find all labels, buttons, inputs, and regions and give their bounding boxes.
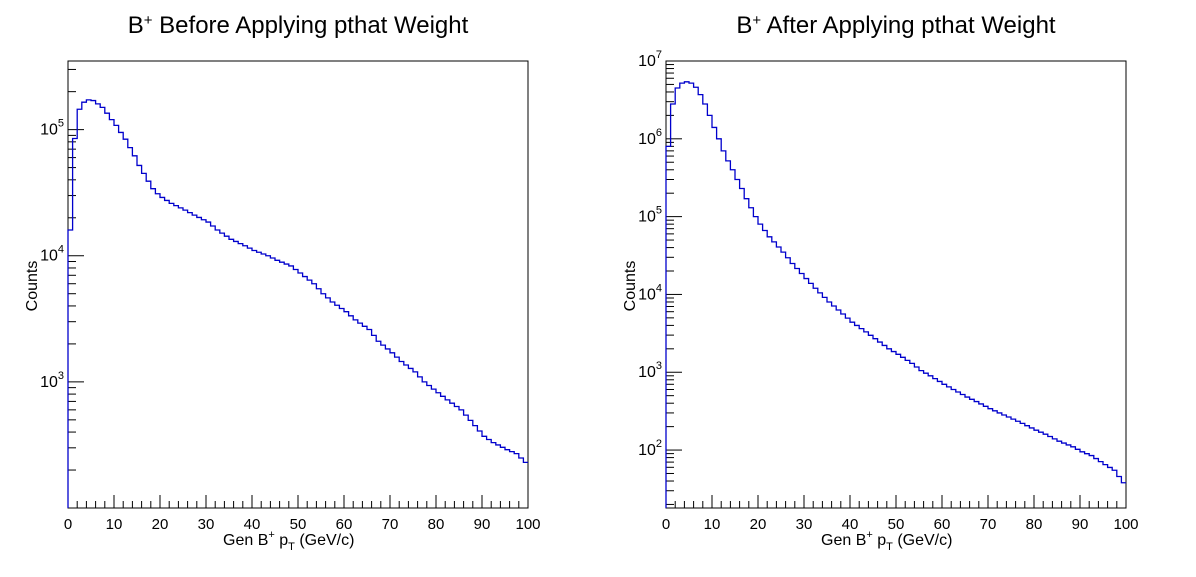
y-tick-label: 106 (638, 127, 662, 148)
x-tick-label: 10 (704, 516, 721, 533)
x-tick-label: 40 (842, 516, 859, 533)
x-tick-label: 30 (198, 516, 215, 533)
y-tick-label: 103 (40, 370, 64, 391)
x-tick-label: 40 (244, 516, 261, 533)
y-tick-label: 104 (40, 244, 64, 265)
y-tick-label: 102 (638, 438, 662, 459)
x-tick-label: 80 (1026, 516, 1043, 533)
chart-panel-1: B+ Before Applying pthat Weight 0 10 20 30 40… (24, 12, 541, 554)
x-tick-label: 30 (796, 516, 813, 533)
histogram-series (67, 99, 528, 508)
chart-title: B+ Before Applying pthat Weight (128, 12, 469, 40)
x-tick-label: 70 (980, 516, 997, 533)
x-tick-label: 100 (1113, 516, 1138, 533)
y-tick-label: 105 (40, 118, 64, 139)
x-axis-label: Gen B+ pT (GeV/c) (821, 529, 952, 553)
x-tick-label: 60 (934, 516, 951, 533)
x-tick-label: 90 (474, 516, 491, 533)
x-tick-label: 0 (662, 516, 670, 533)
x-tick-label: 70 (382, 516, 399, 533)
x-tick-label: 50 (290, 516, 307, 533)
x-axis-label: Gen B+ pT (GeV/c) (223, 529, 354, 553)
y-axis-label: Counts (24, 261, 41, 312)
y-axis-label: Counts (622, 261, 639, 312)
x-tick-label: 100 (515, 516, 540, 533)
x-tick-label: 20 (152, 516, 169, 533)
y-tick-label: 107 (638, 49, 662, 70)
x-tick-label: 60 (336, 516, 353, 533)
x-tick-label: 80 (428, 516, 445, 533)
chart-title: B+ After Applying pthat Weight (736, 12, 1056, 40)
y-tick-label: 103 (638, 360, 662, 381)
y-tick-label: 104 (638, 282, 662, 303)
x-tick-label: 0 (64, 516, 72, 533)
x-tick-label: 10 (106, 516, 123, 533)
histogram-series (665, 81, 1126, 508)
x-tick-label: 90 (1072, 516, 1089, 533)
plot-frame (67, 60, 529, 509)
chart-panel-2: B+ After Applying pthat Weight 0 10 20 30 40 5… (622, 12, 1139, 554)
y-tick-label: 105 (638, 205, 662, 226)
x-tick-label: 20 (750, 516, 767, 533)
x-tick-label: 50 (888, 516, 905, 533)
